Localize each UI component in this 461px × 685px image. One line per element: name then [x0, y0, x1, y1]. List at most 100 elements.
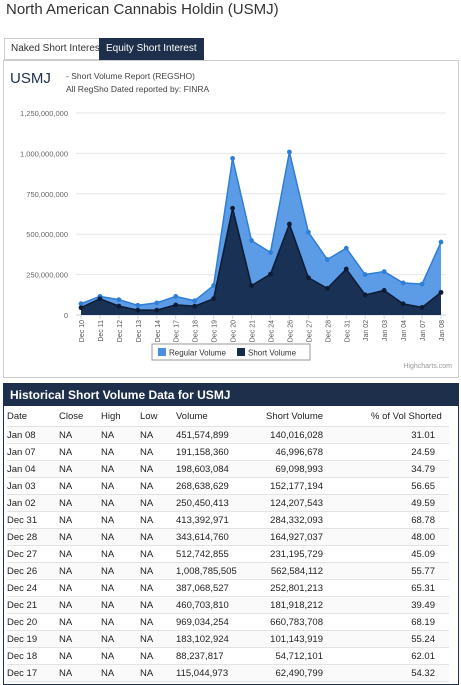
table-cell: NA [101, 528, 140, 546]
table-row: Dec 19 NA NA NA 183,102,924 101,143,919 55.24 [7, 630, 449, 648]
column-header: High [101, 406, 140, 427]
point-marker [362, 292, 368, 298]
point-marker [305, 229, 311, 235]
table-cell: NA [140, 477, 176, 495]
point-marker [305, 275, 311, 281]
table-cell: 54.32 [351, 664, 449, 682]
point-marker [78, 301, 84, 307]
table-cell: 181,918,212 [266, 596, 351, 614]
table-cell: 191,158,360 [176, 443, 266, 461]
point-marker [173, 294, 179, 299]
table-cell: NA [140, 664, 176, 682]
column-header: Volume [176, 406, 266, 427]
table-cell: 343,614,760 [176, 528, 266, 546]
chart: USMJ - Short Volume Report (REGSHO) All … [10, 70, 452, 370]
x-tick-label: Dec 24 [268, 320, 275, 342]
legend-swatch [237, 348, 245, 356]
table-cell: 39.49 [351, 596, 449, 614]
point-marker [116, 297, 122, 303]
table-row: Jan 08 NA NA NA 451,574,899 140,016,028 31.01 [7, 426, 449, 444]
x-tick-label: Dec 13 [136, 320, 143, 342]
table-cell: 31.01 [351, 426, 449, 444]
page-title: North American Cannabis Holdin (USMJ) [6, 1, 279, 18]
chart-title: - Short Volume Report (REGSHO) [66, 71, 195, 81]
table-cell: 65.31 [351, 579, 449, 597]
legend-label: Short Volume [248, 349, 297, 358]
x-tick-label: Dec 18 [193, 320, 200, 342]
point-marker [343, 245, 349, 251]
table-row: Dec 17 NA NA NA 115,044,973 62,490,799 54.32 [7, 664, 449, 682]
table-cell: 115,044,973 [176, 664, 266, 682]
table-cell: Dec 24 [7, 579, 59, 597]
series-line [80, 208, 442, 311]
column-header: Date [7, 406, 59, 427]
table-cell: 55.24 [351, 630, 449, 648]
table-cell: 413,392,971 [176, 511, 266, 529]
legend-swatch [158, 348, 166, 356]
table-cell: 49.59 [351, 494, 449, 512]
table-cell: NA [140, 443, 176, 461]
point-marker [211, 283, 217, 288]
table-row: Dec 20 NA NA NA 969,034,254 660,783,708 68.19 [7, 613, 449, 631]
point-marker [230, 156, 235, 161]
chart-subtitle: All RegSho Dated reported by: FINRA [66, 84, 209, 94]
table-cell: Dec 17 [7, 664, 59, 682]
x-tick-label: Dec 19 [212, 320, 219, 342]
point-marker [192, 298, 198, 304]
chart-symbol: USMJ [10, 70, 51, 87]
table-cell: NA [101, 494, 140, 512]
table-cell: NA [59, 630, 101, 648]
table-row: Jan 03 NA NA NA 268,638,629 152,177,194 56.65 [7, 477, 449, 495]
x-tick-label: Dec 21 [250, 320, 257, 342]
point-marker [116, 303, 122, 309]
table-row: Jan 07 NA NA NA 191,158,360 46,996,678 24.59 [7, 443, 449, 461]
table: Date Close High Low Volume Short Volume% of V… [7, 406, 449, 682]
table-cell: NA [140, 511, 176, 529]
table-cell: Dec 31 [7, 511, 59, 529]
tab[interactable]: Naked Short Interest [4, 38, 110, 60]
legend-item[interactable]: Short Volume [237, 348, 297, 358]
table-cell: NA [59, 460, 101, 478]
point-marker [249, 283, 254, 289]
x-tick-label: Dec 26 [287, 320, 294, 342]
column-header: Close [59, 406, 101, 427]
table-cell: Dec 20 [7, 613, 59, 631]
x-tick-label: Dec 12 [117, 320, 124, 342]
table-cell: 284,332,093 [266, 511, 351, 529]
table-panel: Historical Short Volume Data for USMJ Da… [3, 383, 459, 685]
y-tick-label: 250,000,000 [26, 271, 68, 280]
table-cell: NA [59, 545, 101, 563]
table-row: Jan 02 NA NA NA 250,450,413 124,207,543 49.59 [7, 494, 449, 512]
point-marker [438, 289, 444, 295]
area [81, 151, 441, 315]
point-marker [400, 301, 406, 307]
table-row: Jan 04 NA NA NA 198,603,084 69,098,993 34.79 [7, 460, 449, 478]
legend-item[interactable]: Regular Volume [158, 348, 226, 358]
table-cell: 46,996,678 [266, 443, 351, 461]
table-cell: 451,574,899 [176, 426, 266, 444]
table-cell: Dec 26 [7, 562, 59, 580]
table-cell: Dec 19 [7, 630, 59, 648]
x-tick-label: Dec 27 [306, 320, 313, 342]
table-cell: 45.09 [351, 545, 449, 563]
y-tick-label: 0 [64, 311, 68, 320]
table-cell: NA [101, 545, 140, 563]
table-cell: NA [59, 426, 101, 444]
table-cell: 250,450,413 [176, 494, 266, 512]
tab-active[interactable]: Equity Short Interest [99, 38, 204, 60]
table-cell: NA [101, 596, 140, 614]
table-cell: NA [59, 596, 101, 614]
table-cell: NA [59, 477, 101, 495]
table-cell: NA [59, 647, 101, 665]
table-cell: Jan 08 [7, 426, 59, 444]
company-name: North American Cannabis Holdin [6, 1, 224, 18]
point-marker [268, 250, 273, 255]
table-row: Dec 27 NA NA NA 512,742,855 231,195,729 45.09 [7, 545, 449, 563]
table-cell: 183,102,924 [176, 630, 266, 648]
table-cell: NA [101, 443, 140, 461]
table-row: Dec 31 NA NA NA 413,392,971 284,332,093 68.78 [7, 511, 449, 529]
point-marker [400, 280, 406, 286]
credit[interactable]: Highcharts.com [403, 363, 452, 370]
table-cell: NA [101, 460, 140, 478]
table-cell: 34.79 [351, 460, 449, 478]
